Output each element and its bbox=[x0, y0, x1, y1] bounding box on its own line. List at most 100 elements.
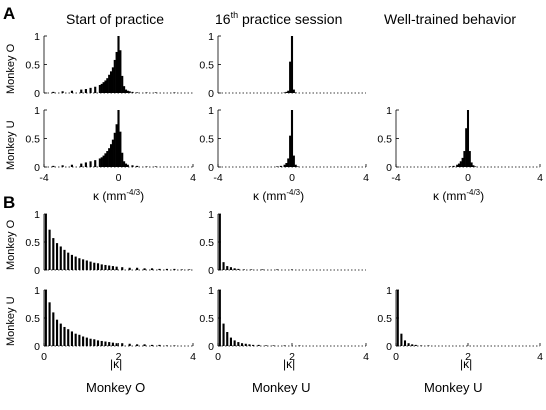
histogram-bar bbox=[59, 246, 62, 270]
histogram-bar bbox=[292, 89, 295, 93]
column-title-session-suffix: th bbox=[231, 10, 239, 20]
histogram-bar bbox=[84, 162, 87, 167]
histogram-bar bbox=[108, 148, 111, 167]
histogram-bar bbox=[96, 340, 100, 346]
x-tick-label: 2 bbox=[116, 351, 122, 363]
histogram-bar bbox=[296, 166, 299, 167]
histogram-bar bbox=[89, 161, 92, 167]
histogram-bar bbox=[123, 161, 126, 167]
histogram-bar bbox=[117, 110, 120, 167]
x-tick-label: -4 bbox=[391, 172, 400, 184]
row-label-b-monkey-u: Monkey U bbox=[5, 296, 17, 346]
column-title-session-text: practice session bbox=[238, 11, 342, 27]
row-label-b-monkey-o: Monkey O bbox=[5, 219, 17, 270]
y-tick-label: 1 bbox=[34, 31, 40, 43]
histogram-bar bbox=[279, 165, 282, 167]
histogram-bar bbox=[131, 91, 134, 93]
histogram-bar bbox=[78, 334, 81, 346]
histogram-bar bbox=[55, 243, 59, 270]
histogram-bar bbox=[289, 135, 292, 167]
histogram-bar bbox=[121, 343, 124, 346]
subplot-a-monkey-o-session16: 00.51 bbox=[199, 31, 366, 100]
histogram-bar bbox=[94, 160, 97, 167]
histogram-bar bbox=[285, 91, 288, 93]
x-tick-label: 4 bbox=[363, 172, 369, 184]
histogram-bar bbox=[126, 164, 129, 167]
histogram-bar bbox=[143, 268, 146, 270]
x-tick-label: 4 bbox=[190, 351, 196, 363]
histogram-bar bbox=[222, 323, 225, 346]
histogram-bar bbox=[150, 268, 154, 270]
panel-letter-a: A bbox=[3, 4, 15, 23]
histogram-bar bbox=[61, 165, 64, 167]
subplot-a-monkey-u-trained: 00.51-4 0 4 bbox=[377, 105, 543, 184]
x-label-b-2: |κ| bbox=[283, 357, 295, 371]
histogram-bar bbox=[117, 36, 120, 93]
histogram-bar bbox=[100, 157, 103, 167]
histogram-bar bbox=[154, 92, 157, 93]
histogram-bar bbox=[154, 166, 157, 167]
histogram-bar bbox=[82, 336, 85, 346]
histogram-bar bbox=[233, 268, 236, 270]
histogram-bar bbox=[84, 89, 87, 93]
histogram-bar bbox=[108, 342, 111, 346]
histogram-bar bbox=[407, 343, 410, 346]
histogram-bar bbox=[111, 139, 114, 167]
x-label-a-3-exp: -4/3 bbox=[466, 188, 480, 197]
histogram-bar bbox=[136, 92, 139, 93]
x-tick-label: 4 bbox=[190, 172, 196, 184]
histogram-bar bbox=[104, 264, 107, 270]
histogram-bar bbox=[465, 128, 468, 167]
histogram-bar bbox=[411, 344, 414, 346]
bottom-label-2: Monkey U bbox=[252, 380, 311, 395]
histogram-bar bbox=[136, 165, 139, 167]
bottom-label-3: Monkey U bbox=[424, 380, 483, 395]
histogram-bar bbox=[229, 337, 232, 346]
histogram-bar bbox=[173, 92, 176, 93]
histogram-bar bbox=[70, 90, 73, 93]
histogram-bar bbox=[52, 91, 55, 93]
x-label-a-1-close: ) bbox=[140, 189, 144, 203]
histogram-bar bbox=[265, 345, 268, 346]
y-tick-label: 0.5 bbox=[199, 60, 214, 72]
histogram-bar bbox=[283, 345, 286, 346]
bottom-label-1: Monkey O bbox=[86, 380, 145, 395]
histogram-bar bbox=[63, 249, 66, 270]
histogram-bar bbox=[124, 89, 128, 93]
histogram-bar bbox=[244, 343, 247, 346]
x-tick-label: 4 bbox=[537, 172, 543, 184]
histogram-bar bbox=[173, 268, 176, 270]
histogram-bar bbox=[403, 340, 407, 346]
histogram-bar bbox=[261, 269, 264, 270]
histogram-bar bbox=[121, 75, 124, 93]
y-tick-label: 0.5 bbox=[25, 134, 40, 146]
histogram-bar bbox=[294, 92, 297, 93]
histogram-bar bbox=[427, 345, 430, 346]
x-label-a-2: κ (mm-4/3) bbox=[253, 188, 304, 203]
y-tick-label: 1 bbox=[208, 285, 214, 297]
x-tick-label: 4 bbox=[537, 351, 543, 363]
histogram-bar bbox=[188, 269, 191, 270]
y-tick-label: 0 bbox=[208, 341, 214, 353]
histogram-bar bbox=[218, 214, 221, 270]
histogram-bar bbox=[290, 36, 294, 93]
histogram-bar bbox=[119, 131, 122, 167]
column-title-trained: Well-trained behavior bbox=[384, 11, 516, 27]
histogram-bar bbox=[89, 261, 92, 270]
histogram-bar bbox=[78, 258, 81, 270]
histogram-bar bbox=[145, 166, 148, 167]
histogram-bar bbox=[466, 110, 470, 167]
x-tick-label: 4 bbox=[363, 351, 369, 363]
subplot-a-monkey-u-start: 00.51-4 0 4 bbox=[25, 105, 196, 184]
histogram-bar bbox=[100, 264, 103, 270]
histogram-bar bbox=[226, 266, 229, 270]
histogram-bar bbox=[44, 214, 47, 270]
histogram-bar bbox=[70, 254, 73, 270]
x-tick-label: 2 bbox=[465, 351, 471, 363]
subplot-b-monkey-u-start: 0 0.5 1 0 2 4 bbox=[25, 285, 196, 363]
histogram-bar bbox=[180, 269, 183, 270]
histogram-bar bbox=[67, 252, 70, 270]
y-tick-label: 0 bbox=[34, 341, 40, 353]
histogram-bar bbox=[242, 269, 245, 270]
histogram-bar bbox=[145, 92, 148, 93]
